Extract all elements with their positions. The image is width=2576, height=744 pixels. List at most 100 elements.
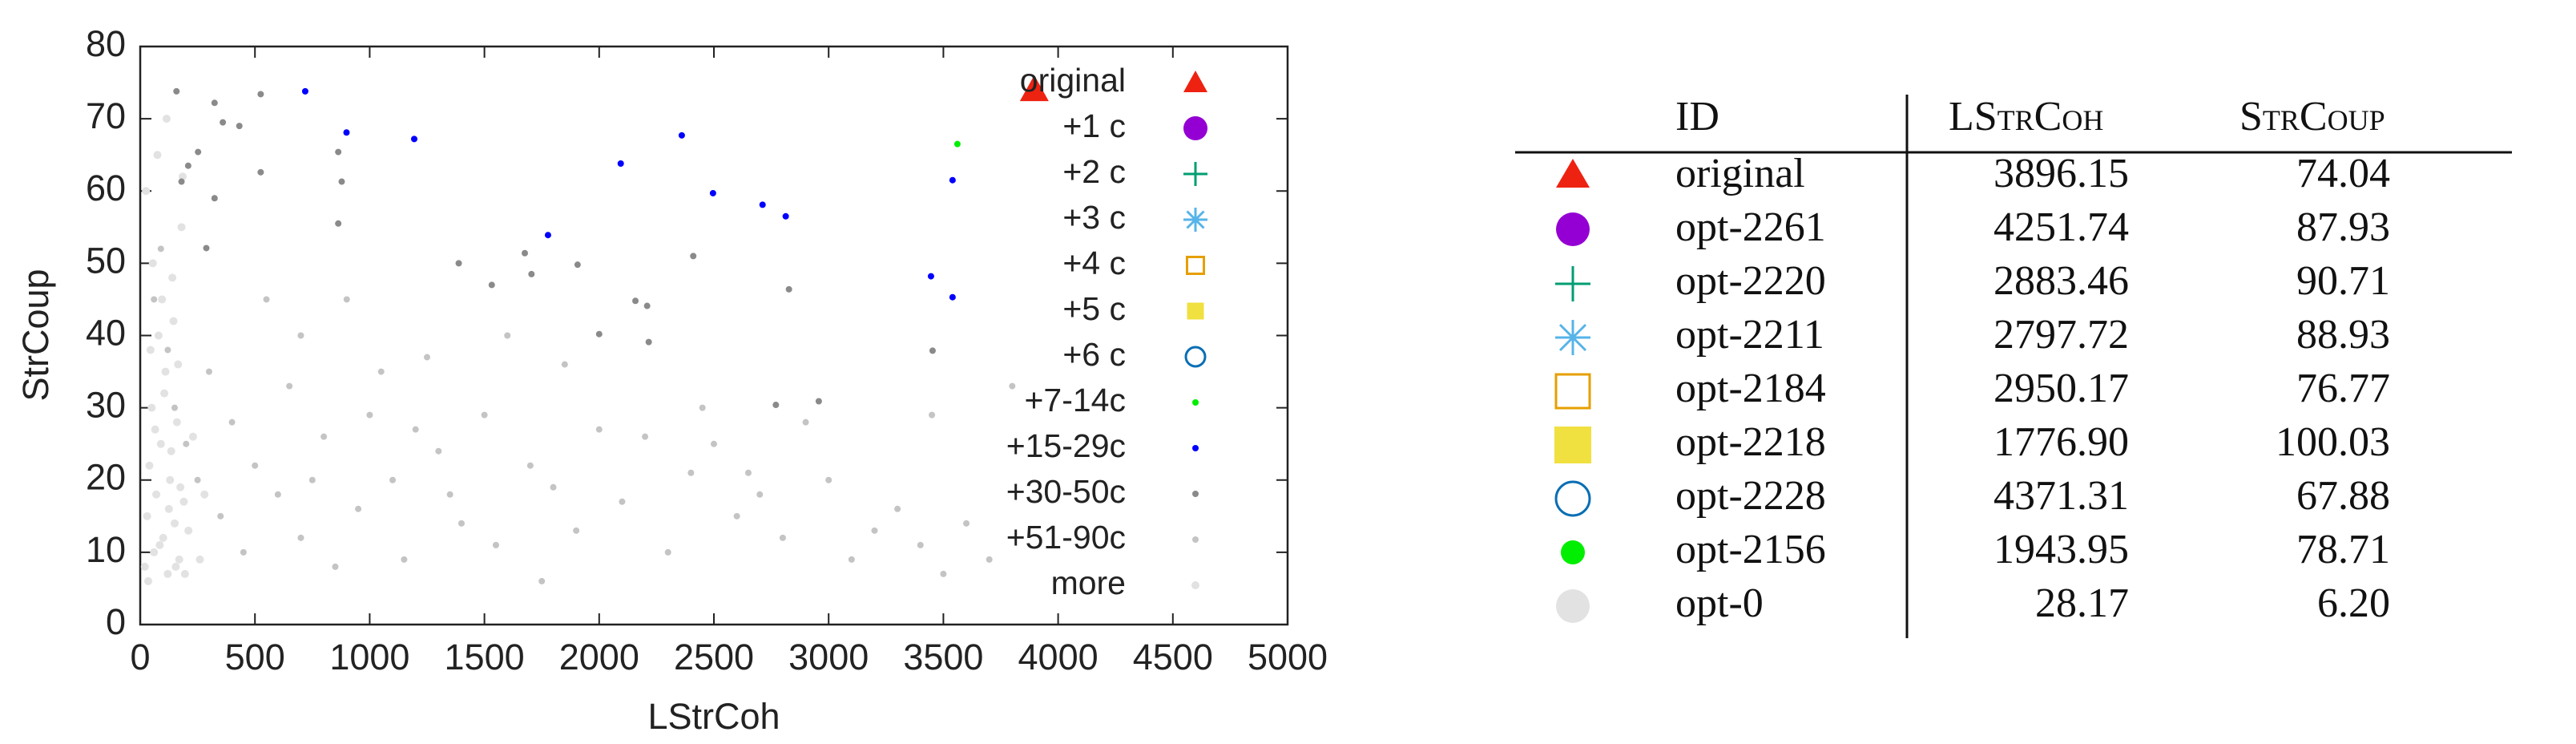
legend-marker — [1183, 162, 1207, 186]
table-cell: original — [1675, 151, 1805, 196]
point — [410, 135, 417, 143]
point — [286, 382, 293, 390]
legend-marker — [1187, 302, 1204, 320]
legend-marker — [1186, 256, 1205, 275]
legend-marker — [1183, 116, 1207, 140]
point — [143, 512, 151, 520]
table-cell: 1776.90 — [1993, 419, 2129, 465]
point — [158, 295, 167, 304]
point — [366, 411, 373, 418]
point — [188, 432, 197, 441]
point — [162, 115, 171, 123]
legend-label: original — [1020, 62, 1126, 99]
point — [528, 270, 535, 277]
legend-marker — [1192, 536, 1199, 543]
point — [678, 131, 685, 139]
point — [561, 361, 568, 368]
legend-label: +2 c — [1062, 153, 1126, 190]
x-tick-label: 0 — [130, 637, 150, 677]
point — [184, 526, 193, 535]
table-cell: 4251.74 — [1993, 204, 2129, 250]
legend-label: +1 c — [1062, 107, 1126, 144]
x-tick-label: 1500 — [445, 637, 525, 677]
icon — [1554, 373, 1591, 410]
point — [211, 99, 218, 107]
point — [179, 497, 188, 506]
table-header: StrCoup — [2239, 94, 2385, 140]
point — [1019, 75, 1049, 102]
point — [161, 367, 170, 376]
point — [166, 475, 175, 484]
point — [343, 296, 350, 303]
icon — [1556, 159, 1590, 188]
point — [815, 398, 822, 405]
point — [153, 151, 162, 160]
x-tick-label: 4000 — [1018, 637, 1099, 677]
point — [167, 447, 175, 455]
point — [643, 302, 651, 309]
point — [203, 245, 210, 252]
icon — [1555, 320, 1590, 355]
icon — [1561, 540, 1585, 564]
point — [595, 426, 603, 433]
point — [953, 140, 961, 148]
table-cell: 67.88 — [2296, 473, 2390, 519]
legend-marker — [1192, 399, 1199, 406]
point — [446, 491, 454, 498]
point — [917, 541, 924, 548]
point — [146, 346, 155, 354]
point — [709, 189, 716, 196]
table-cell: opt-2184 — [1675, 366, 1826, 411]
point — [963, 520, 970, 527]
legend-marker — [1191, 581, 1199, 589]
point — [759, 201, 766, 208]
y-axis-label: StrCoup — [15, 269, 56, 401]
table-cell: 74.04 — [2296, 151, 2390, 196]
point — [156, 439, 165, 448]
y-tick-label: 70 — [86, 95, 126, 136]
y-tick-label: 10 — [86, 529, 126, 570]
point — [642, 433, 649, 440]
point — [424, 354, 430, 361]
point — [150, 548, 159, 556]
x-tick-label: 1000 — [329, 637, 409, 677]
point — [343, 129, 350, 136]
point — [389, 476, 397, 483]
point — [335, 220, 342, 227]
point — [632, 297, 639, 305]
point — [236, 123, 243, 130]
point — [171, 562, 180, 571]
point — [163, 569, 172, 578]
point — [573, 527, 580, 534]
point — [152, 490, 161, 499]
legend-label: +30-50c — [1006, 473, 1126, 510]
y-tick-label: 60 — [86, 168, 126, 208]
point — [257, 91, 264, 98]
y-tick-label: 50 — [86, 240, 126, 281]
point — [171, 404, 178, 411]
point — [338, 178, 345, 185]
y-tick-label: 40 — [86, 312, 126, 353]
point — [228, 418, 236, 426]
point — [1009, 382, 1016, 390]
point — [848, 556, 855, 563]
point — [147, 403, 156, 412]
icon — [1556, 589, 1590, 623]
point — [140, 562, 149, 571]
point — [184, 162, 191, 169]
legend-marker — [1192, 491, 1199, 497]
point — [574, 261, 581, 269]
point — [144, 576, 153, 585]
point — [297, 332, 304, 339]
point — [175, 555, 183, 564]
point — [174, 360, 183, 369]
legend-marker — [1184, 346, 1207, 368]
table-cell: 1943.95 — [1993, 527, 2129, 572]
table-cell: 100.03 — [2276, 419, 2390, 465]
point — [164, 504, 173, 513]
icon — [1556, 212, 1590, 246]
point — [263, 296, 270, 303]
x-axis-label: LStrCoh — [647, 696, 780, 737]
point — [538, 577, 546, 584]
